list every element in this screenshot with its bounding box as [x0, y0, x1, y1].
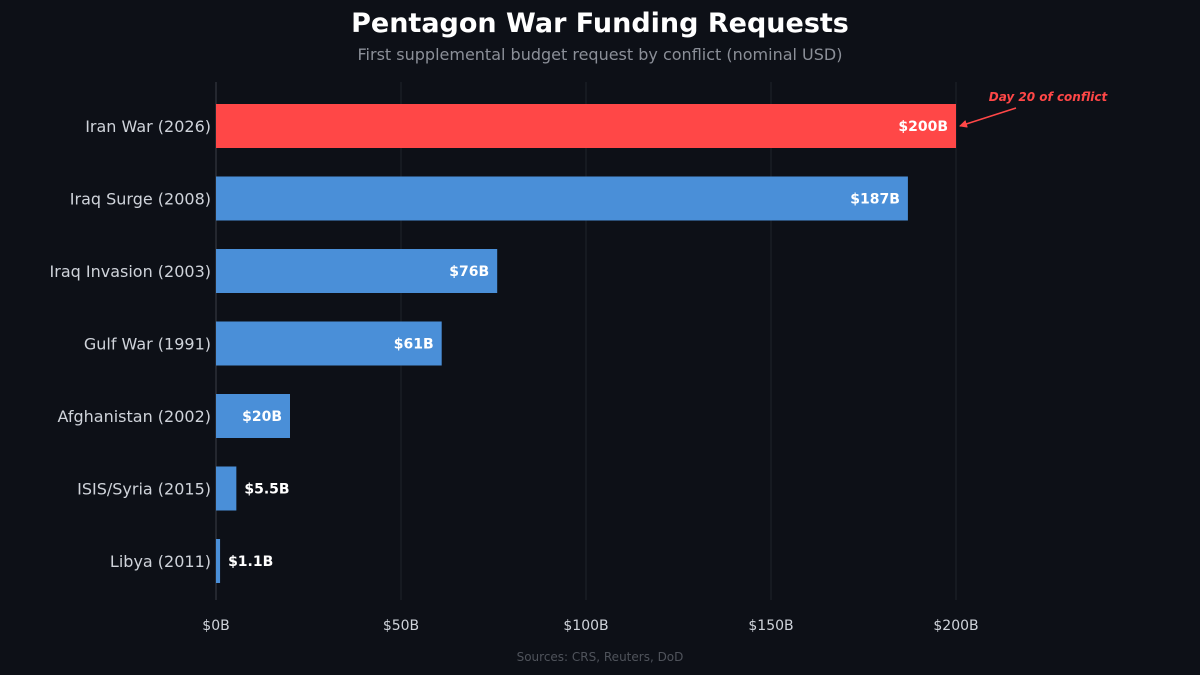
value-label: $76B	[449, 264, 489, 280]
category-label: Iraq Surge (2008)	[70, 190, 211, 209]
value-label: $20B	[242, 409, 282, 425]
bar	[216, 104, 956, 148]
x-tick-label: $100B	[563, 618, 608, 634]
value-label: $1.1B	[228, 554, 273, 570]
category-label: Iraq Invasion (2003)	[50, 262, 211, 281]
annotation-label: Day 20 of conflict	[989, 90, 1109, 104]
bar	[216, 249, 498, 293]
value-label: $187B	[850, 192, 900, 208]
value-label: $61B	[394, 337, 434, 353]
category-label: Gulf War (1991)	[84, 335, 211, 354]
category-label: Libya (2011)	[110, 552, 211, 571]
bar	[216, 176, 908, 221]
chart-title: Pentagon War Funding Requests	[351, 8, 849, 39]
bar	[216, 394, 290, 438]
category-label: ISIS/Syria (2015)	[77, 480, 211, 499]
category-label: Iran War (2026)	[85, 117, 211, 136]
value-label: $200B	[898, 119, 948, 135]
x-tick-label: $0B	[202, 618, 229, 634]
bar	[216, 321, 442, 366]
value-label: $5.5B	[244, 482, 289, 498]
annotation-arrow	[959, 107, 1017, 128]
source-note: Sources: CRS, Reuters, DoD	[516, 650, 684, 664]
bar	[216, 466, 237, 511]
bar	[216, 539, 221, 583]
x-tick-label: $50B	[383, 618, 419, 634]
x-tick-label: $150B	[748, 618, 793, 634]
chart-subtitle: First supplemental budget request by con…	[357, 45, 843, 64]
category-label: Afghanistan (2002)	[57, 407, 211, 426]
label-layer: Iran War (2026) Iraq Surge (2008) Iraq Inv…	[50, 90, 1109, 634]
x-tick-label: $200B	[933, 618, 978, 634]
bar-layer	[216, 104, 956, 583]
